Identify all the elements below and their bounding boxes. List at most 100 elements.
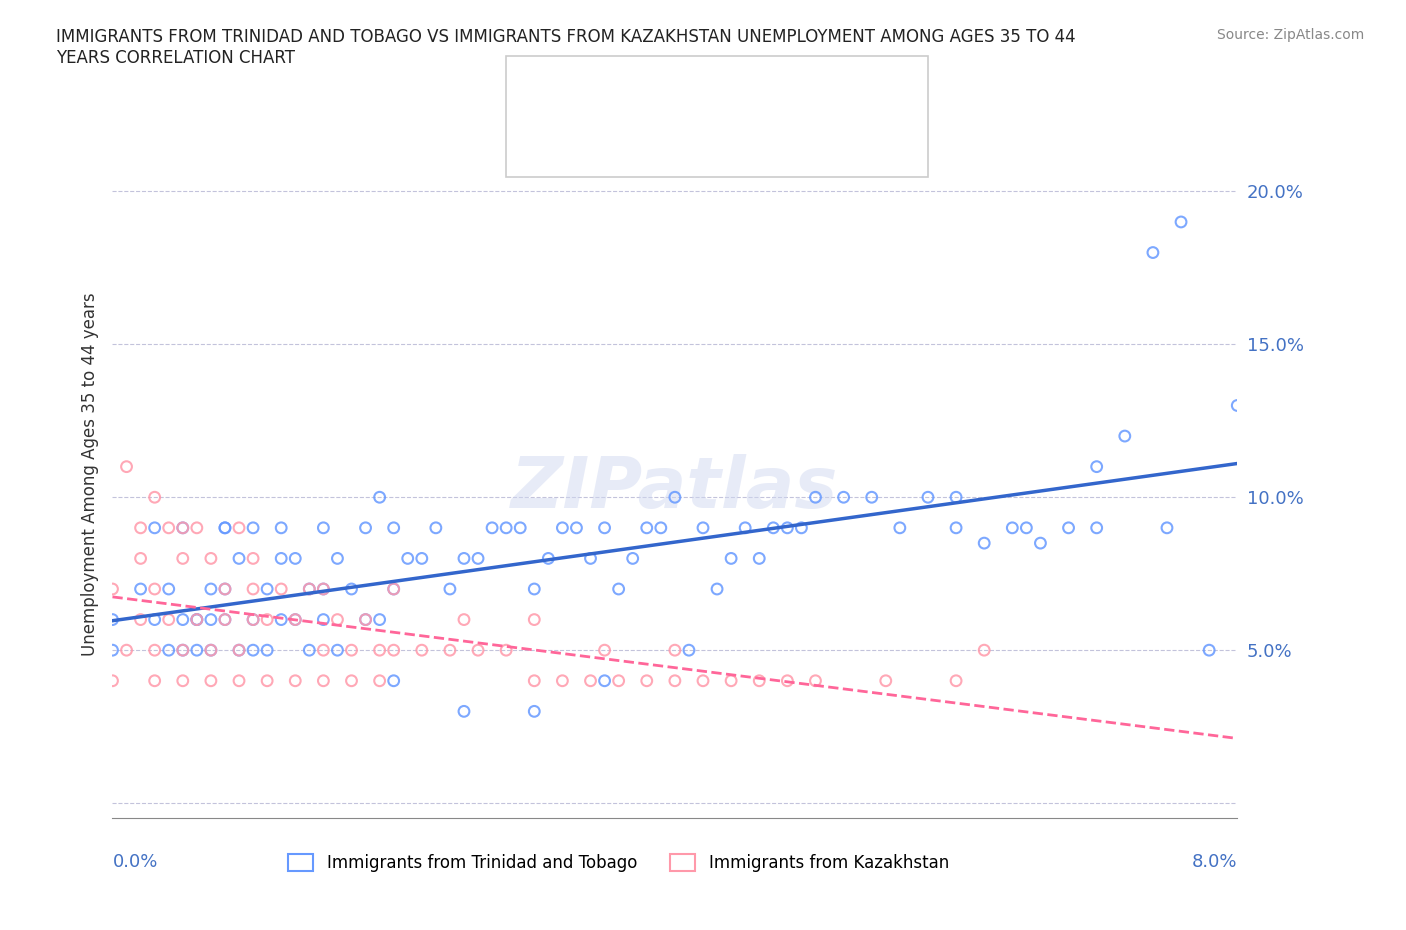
Point — [1085, 459, 1108, 474]
Point — [298, 581, 321, 596]
Point — [101, 612, 124, 627]
Legend: Immigrants from Trinidad and Tobago, Immigrants from Kazakhstan: Immigrants from Trinidad and Tobago, Imm… — [281, 847, 956, 879]
Point — [312, 643, 335, 658]
Point — [889, 521, 911, 536]
Point — [551, 521, 574, 536]
Point — [368, 612, 391, 627]
Point — [228, 521, 250, 536]
Point — [832, 490, 855, 505]
Point — [157, 581, 180, 596]
Point — [242, 643, 264, 658]
Point — [1156, 521, 1178, 536]
Point — [214, 581, 236, 596]
Point — [636, 521, 658, 536]
Point — [1085, 521, 1108, 536]
Point — [256, 673, 278, 688]
Point — [157, 612, 180, 627]
Point — [495, 643, 517, 658]
Point — [720, 673, 742, 688]
Point — [523, 704, 546, 719]
Point — [664, 643, 686, 658]
Point — [172, 643, 194, 658]
Point — [284, 551, 307, 565]
Point — [172, 612, 194, 627]
Point — [186, 643, 208, 658]
Point — [129, 551, 152, 565]
Point — [101, 581, 124, 596]
Point — [1029, 536, 1052, 551]
Point — [1015, 521, 1038, 536]
Point — [748, 673, 770, 688]
Point — [200, 581, 222, 596]
Point — [495, 521, 517, 536]
Point — [579, 551, 602, 565]
Point — [945, 521, 967, 536]
Point — [143, 612, 166, 627]
Point — [172, 643, 194, 658]
Point — [340, 643, 363, 658]
Point — [368, 643, 391, 658]
Point — [242, 612, 264, 627]
Point — [143, 521, 166, 536]
Point — [256, 581, 278, 596]
Point — [425, 521, 447, 536]
Text: N = 69: N = 69 — [678, 127, 731, 142]
Text: Source: ZipAtlas.com: Source: ZipAtlas.com — [1216, 28, 1364, 42]
Point — [186, 612, 208, 627]
Point — [143, 643, 166, 658]
Point — [453, 551, 475, 565]
Point — [706, 581, 728, 596]
Point — [860, 490, 883, 505]
Point — [1001, 521, 1024, 536]
Point — [734, 521, 756, 536]
Point — [411, 643, 433, 658]
Point — [200, 551, 222, 565]
Point — [467, 643, 489, 658]
Point — [368, 490, 391, 505]
Point — [621, 551, 644, 565]
Point — [172, 521, 194, 536]
Point — [382, 521, 405, 536]
Point — [298, 581, 321, 596]
Point — [340, 673, 363, 688]
Point — [200, 643, 222, 658]
Point — [115, 643, 138, 658]
Point — [762, 521, 785, 536]
Point — [382, 581, 405, 596]
Point — [186, 521, 208, 536]
Point — [607, 581, 630, 596]
Text: 0.228: 0.228 — [616, 84, 664, 99]
Point — [945, 490, 967, 505]
Point — [157, 521, 180, 536]
Point — [256, 643, 278, 658]
Point — [186, 612, 208, 627]
Point — [678, 643, 700, 658]
Point — [284, 673, 307, 688]
Point — [523, 612, 546, 627]
Point — [481, 521, 503, 536]
Point — [214, 521, 236, 536]
Point — [129, 581, 152, 596]
Point — [636, 673, 658, 688]
Point — [551, 673, 574, 688]
Point — [804, 673, 827, 688]
Point — [593, 521, 616, 536]
Point — [129, 612, 152, 627]
Point — [228, 673, 250, 688]
Point — [1170, 215, 1192, 230]
Point — [523, 581, 546, 596]
Point — [593, 673, 616, 688]
Point — [875, 673, 897, 688]
Point — [748, 551, 770, 565]
Point — [411, 551, 433, 565]
Point — [284, 612, 307, 627]
Point — [1114, 429, 1136, 444]
Point — [214, 521, 236, 536]
Point — [973, 536, 995, 551]
Text: 8.0%: 8.0% — [1192, 853, 1237, 871]
Point — [200, 612, 222, 627]
Point — [242, 521, 264, 536]
Point — [776, 673, 799, 688]
Point — [340, 581, 363, 596]
Point — [298, 643, 321, 658]
